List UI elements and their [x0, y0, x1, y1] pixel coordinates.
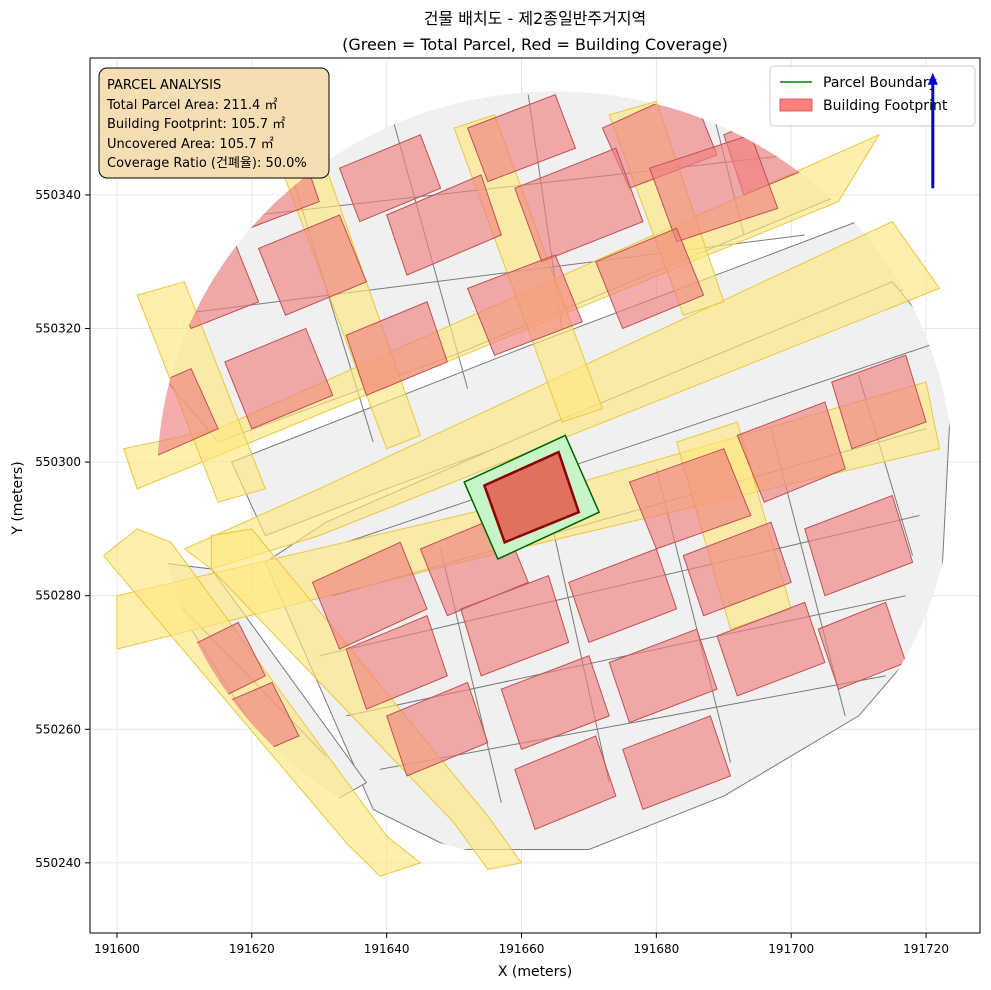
x-axis-ticks: 191600 191620 191640 191660 191680 191700 1917… — [94, 933, 949, 956]
legend-building-label: Building Footprint — [823, 98, 948, 114]
north-arrow-head — [927, 72, 938, 85]
building-27 — [608, 628, 718, 724]
y-axis-ticks: 550240 550260 550280 550300 550320 550340 — [35, 188, 90, 870]
plot-frame — [89, 57, 981, 934]
building-11 — [224, 327, 334, 430]
chart-title-line1: 건물 배치도 - 제2종일반주거지역 — [424, 9, 647, 28]
building-10 — [157, 367, 219, 457]
info-total-parcel-area: Total Parcel Area: 211.4 ㎡ — [106, 98, 277, 113]
parcel-line-10 — [379, 675, 886, 770]
legend-building-swatch — [779, 98, 813, 112]
building-20 — [345, 615, 448, 710]
target-parcel-layer — [463, 434, 601, 561]
x-tick-label-0: 191600 — [94, 942, 140, 956]
building-14 — [595, 227, 705, 330]
buildings-layer — [157, 91, 927, 831]
building-17 — [628, 448, 752, 550]
info-box-heading: PARCEL ANALYSIS — [107, 78, 221, 93]
building-9 — [648, 134, 779, 243]
map-layer — [102, 91, 954, 877]
parcel-line-12 — [547, 508, 610, 783]
y-tick-label-0: 550240 — [35, 856, 81, 870]
building-25 — [386, 681, 489, 777]
legend: Parcel Boundary Building Footprint — [769, 65, 976, 127]
x-tick-label-2: 191640 — [364, 942, 410, 956]
x-tick-label-1: 191620 — [229, 942, 275, 956]
building-12 — [345, 301, 448, 396]
x-tick-label-5: 191700 — [768, 942, 814, 956]
y-tick-label-2: 550280 — [35, 589, 81, 603]
building-19 — [831, 354, 927, 450]
y-tick-label-4: 550320 — [35, 322, 81, 336]
north-arrow-icon — [927, 72, 938, 189]
building-23 — [682, 521, 792, 617]
building-24 — [804, 494, 914, 597]
building-8 — [514, 147, 644, 263]
building-13 — [466, 254, 583, 356]
building-26 — [500, 655, 610, 750]
info-box-background — [98, 67, 330, 179]
x-axis-label: X (meters) — [498, 964, 572, 980]
building-7 — [386, 174, 502, 276]
x-tick-label-3: 191660 — [499, 942, 545, 956]
chart-title-line2: (Green = Total Parcel, Red = Building Co… — [342, 35, 728, 54]
info-box: PARCEL ANALYSIS Total Parcel Area: 211.4… — [98, 67, 330, 179]
target-building-footprint — [482, 450, 581, 544]
x-tick-label-6: 191720 — [903, 942, 949, 956]
building-2 — [466, 94, 577, 183]
info-uncovered-area: Uncovered Area: 105.7 ㎡ — [107, 137, 274, 152]
building-18 — [736, 401, 846, 503]
x-tick-label-4: 191680 — [633, 942, 679, 956]
legend-parcel-label: Parcel Boundary — [823, 75, 937, 91]
y-tick-label-5: 550340 — [35, 188, 81, 202]
info-coverage-ratio: Coverage Ratio (건폐율): 50.0% — [107, 156, 307, 171]
info-building-footprint: Building Footprint: 105.7 ㎡ — [107, 117, 285, 132]
y-axis-label: Y (meters) — [10, 461, 26, 535]
parcel-line-6 — [346, 341, 940, 543]
building-15 — [311, 541, 428, 650]
building-31 — [622, 715, 732, 811]
building-21 — [460, 575, 570, 677]
y-tick-label-1: 550260 — [35, 722, 81, 736]
building-30 — [514, 735, 617, 831]
legend-box — [769, 65, 976, 127]
building-6 — [257, 214, 368, 316]
building-1 — [338, 134, 442, 223]
building-22 — [568, 548, 678, 644]
building-28 — [716, 601, 826, 697]
y-tick-label-3: 550300 — [35, 455, 81, 469]
